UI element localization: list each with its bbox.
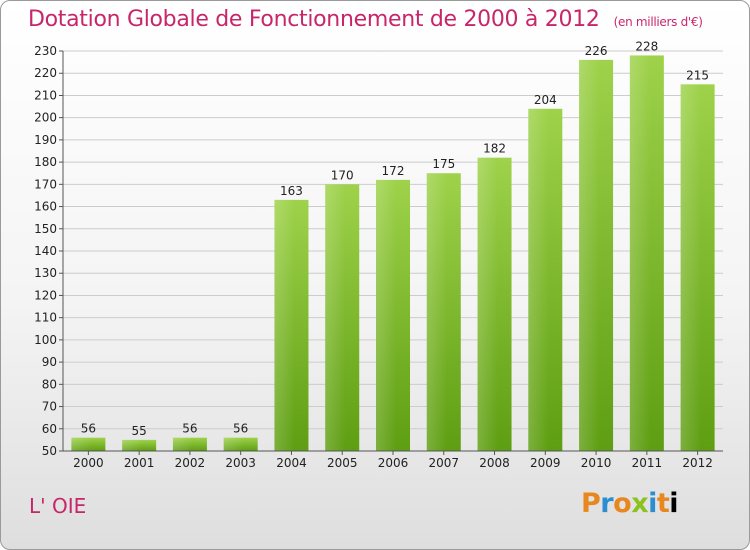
y-tick-label: 200 (34, 111, 57, 125)
y-tick-label: 230 (34, 44, 57, 58)
y-axis: 50 60 70 80 90 100 110 120 130 140 150 160 170 180 190… (34, 44, 64, 458)
bar-highlight (325, 184, 360, 452)
x-tick-label: 2009 (530, 456, 561, 470)
y-tick-label: 180 (34, 155, 57, 169)
chart-subtitle: (en milliers d'€) (613, 15, 703, 29)
bar-highlight (71, 437, 106, 451)
y-tick-label: 100 (34, 333, 57, 347)
x-tick-label: 2005 (327, 456, 358, 470)
bar-value-label: 228 (635, 39, 658, 53)
bar-highlight (172, 437, 207, 451)
bar-highlight (223, 437, 258, 451)
bar-highlight (376, 179, 410, 451)
bar-highlight (680, 84, 715, 451)
x-tick-label: 2008 (479, 456, 510, 470)
bar-highlight (477, 157, 512, 451)
bar-value-label: 215 (686, 68, 709, 82)
bar-value-label: 56 (233, 422, 248, 436)
bar-value-label: 56 (182, 422, 197, 436)
bar-highlight (426, 173, 461, 451)
y-tick-label: 150 (34, 222, 57, 236)
y-tick-label: 80 (42, 377, 57, 391)
y-tick-label: 50 (42, 444, 57, 458)
y-tick-label: 140 (34, 244, 57, 258)
y-tick-label: 120 (34, 288, 57, 302)
y-tick-label: 110 (34, 311, 57, 325)
bar-highlight (528, 108, 563, 452)
bar-value-label: 226 (585, 44, 608, 58)
x-tick-label: 2003 (225, 456, 256, 470)
x-tick-label: 2012 (682, 456, 713, 470)
proxiti-logo[interactable]: Proxiti (581, 488, 679, 519)
y-tick-label: 90 (42, 355, 57, 369)
bars: 56 55 56 56 163 170 172 175 182 204 226 228 215 (71, 39, 715, 452)
chart-title: Dotation Globale de Fonctionnement de 20… (28, 7, 703, 32)
x-axis: 2000 2001 2002 2003 2004 2005 2006 2007 2008 2009… (63, 450, 723, 470)
bar-value-label: 170 (331, 168, 354, 182)
y-tick-label: 190 (34, 133, 57, 147)
bar-value-label: 163 (280, 184, 303, 198)
y-tick-label: 220 (34, 66, 57, 80)
bar-value-label: 175 (432, 157, 455, 171)
x-tick-label: 2004 (276, 456, 307, 470)
bar-highlight (579, 59, 614, 452)
y-tick-label: 210 (34, 88, 57, 102)
x-tick-label: 2010 (581, 456, 612, 470)
x-tick-label: 2000 (73, 456, 104, 470)
y-tick-label: 130 (34, 266, 57, 280)
place-name: L' OIE (29, 494, 87, 518)
x-tick-label: 2001 (124, 456, 155, 470)
bar-value-label: 56 (81, 422, 96, 436)
bar-value-label: 172 (382, 164, 405, 178)
bar-value-label: 55 (132, 424, 147, 438)
bar-highlight (122, 439, 157, 451)
x-tick-label: 2002 (175, 456, 206, 470)
x-tick-label: 2006 (378, 456, 409, 470)
y-tick-label: 160 (34, 200, 57, 214)
bar-highlight (629, 55, 664, 451)
bar-highlight (274, 199, 309, 451)
x-tick-label: 2007 (428, 456, 459, 470)
bar-value-label: 204 (534, 93, 557, 107)
bar-value-label: 182 (483, 142, 506, 156)
y-tick-label: 70 (42, 400, 57, 414)
y-tick-label: 60 (42, 422, 57, 436)
x-tick-label: 2011 (632, 456, 663, 470)
y-tick-label: 170 (34, 177, 57, 191)
